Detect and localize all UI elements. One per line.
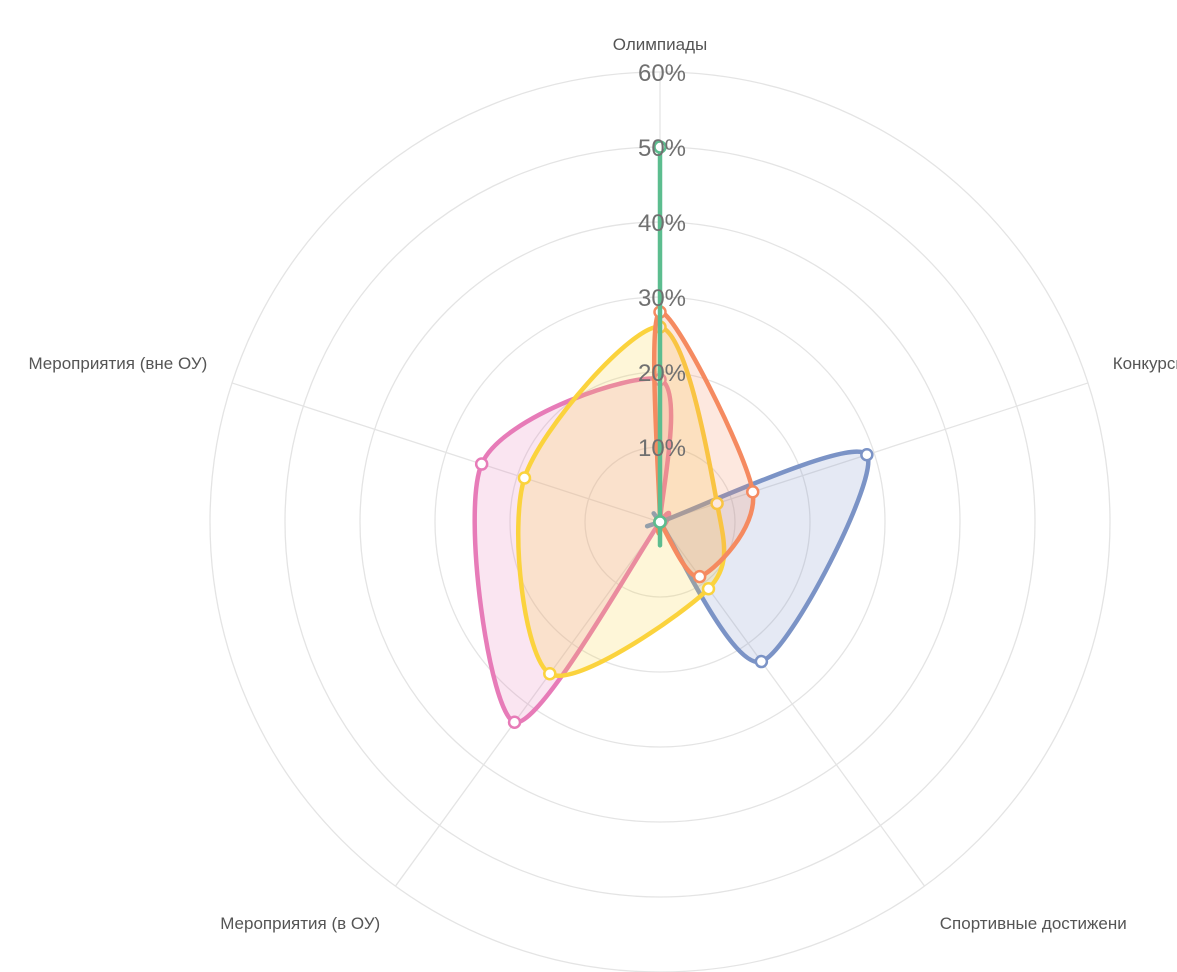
tick-label-1: 10%: [638, 435, 686, 462]
axis-spoke-4: [394, 521, 661, 887]
radar-series: [472, 140, 874, 729]
series-5-point-1[interactable]: [653, 140, 667, 154]
series-2-point-3[interactable]: [754, 654, 769, 669]
series-1-point-5[interactable]: [474, 457, 489, 471]
tick-label-2: 20%: [638, 360, 686, 387]
axis-label-4: Мероприятия (в ОУ): [220, 914, 380, 933]
series-3-point-3[interactable]: [701, 581, 716, 596]
tick-label-3: 30%: [638, 285, 686, 312]
radial-tick-labels: 10% 20% 30% 40% 50% 60%: [638, 60, 686, 462]
series-5-point-5[interactable]: [653, 515, 667, 529]
series-3-area: [515, 324, 727, 678]
axis-label-2: Конкурсы: [1113, 354, 1177, 373]
series-1-point-4[interactable]: [507, 715, 522, 729]
series-3-point-5[interactable]: [517, 471, 532, 485]
axis-spoke-2: [659, 382, 1089, 523]
series-3-point-2[interactable]: [710, 496, 724, 511]
tick-label-5: 50%: [638, 135, 686, 162]
tick-label-4: 40%: [638, 210, 686, 237]
series-5: [653, 140, 667, 548]
axis-spoke-3: [659, 521, 926, 887]
axis-label-3: Спортивные достижени: [940, 914, 1127, 933]
axis-spoke-5: [231, 382, 661, 523]
tick-label-6: 60%: [638, 60, 686, 87]
axis-labels: Олимпиады Конкурсы Спортивные достижени Мер…: [28, 35, 1177, 933]
axis-label-5: Мероприятия (вне ОУ): [28, 354, 207, 373]
series-3-point-4[interactable]: [543, 666, 557, 681]
series-4-point-2[interactable]: [745, 485, 760, 499]
series-4-point-3[interactable]: [692, 569, 707, 584]
series-2-point-2[interactable]: [860, 448, 874, 462]
series-4-area: [651, 309, 756, 579]
axis-label-1: Олимпиады: [613, 35, 707, 54]
